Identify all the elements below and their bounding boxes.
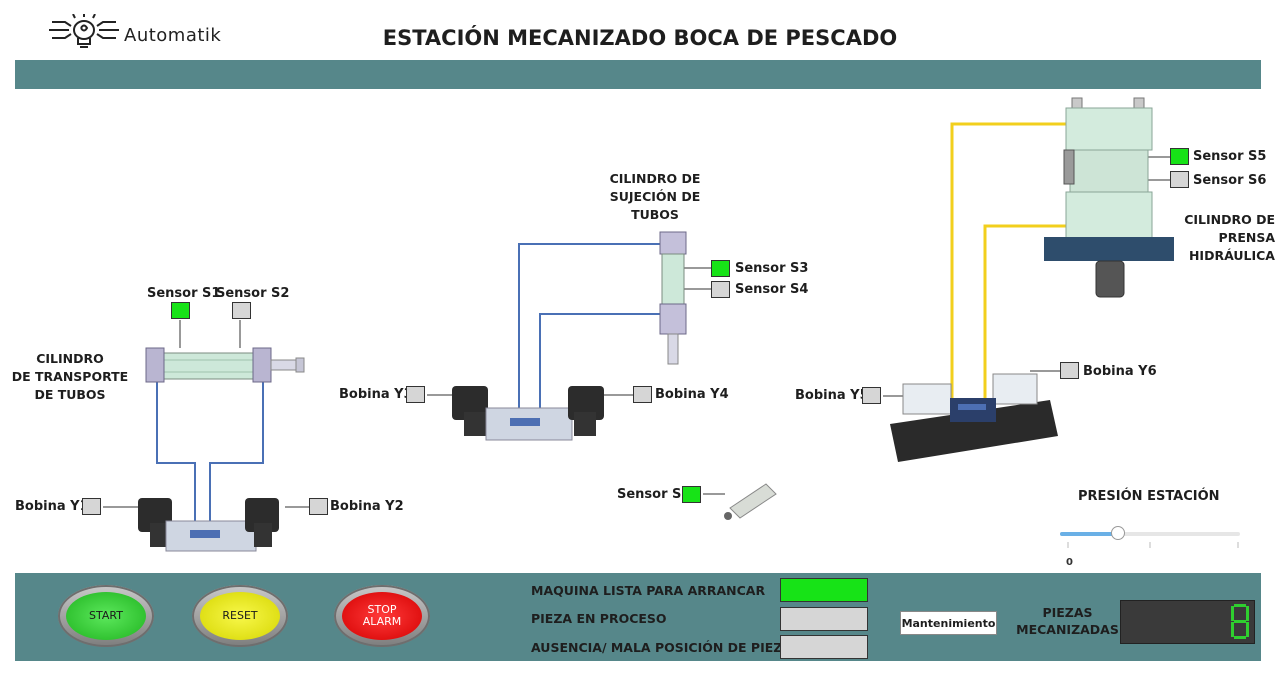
pressure-slider-fill	[1060, 532, 1118, 536]
coil-y2-indicator	[309, 498, 328, 515]
lightbulb-logo-icon	[49, 13, 119, 48]
pressure-slider[interactable]	[1060, 526, 1240, 540]
sensor-s7-label: Sensor S7	[617, 487, 691, 502]
status-ready-label: MAQUINA LISTA PARA ARRANCAR	[531, 583, 766, 598]
sensor-s3-indicator	[711, 260, 730, 277]
status-in-process-label: PIEZA EN PROCESO	[531, 611, 667, 626]
stop-alarm-label-1: STOP	[367, 603, 397, 616]
status-missing-indicator	[780, 635, 868, 659]
logo	[47, 13, 121, 50]
valve-y3-y4-graphic	[452, 386, 604, 441]
stop-alarm-button[interactable]: STOP ALARM	[334, 585, 430, 647]
clamp-cylinder-label: CILINDRO DE SUJECIÓN DE TUBOS	[609, 171, 701, 222]
seven-segment-digit	[1231, 604, 1249, 639]
parts-counter-display	[1120, 600, 1255, 644]
sensor-s4-indicator	[711, 281, 730, 298]
start-button-face: START	[66, 592, 146, 640]
coil-y5-label: Bobina Y5	[795, 388, 869, 403]
header-bar	[15, 60, 1261, 89]
coil-y2-label: Bobina Y2	[330, 499, 404, 514]
brand-name: Automatik	[124, 25, 222, 46]
pneumatic-lines-transport	[156, 380, 264, 523]
pressure-value: 0	[1066, 557, 1073, 568]
sensor-s6-label: Sensor S6	[1193, 173, 1267, 188]
start-button-label: START	[89, 609, 123, 622]
press-cylinder-label: CILINDRO DE PRENSA HIDRÁULICA	[1184, 212, 1275, 263]
coil-y1-label: Bobina Y1	[15, 499, 89, 514]
sensor-s5-label: Sensor S5	[1193, 149, 1267, 164]
status-missing-label: AUSENCIA/ MALA POSICIÓN DE PIEZA	[531, 640, 793, 655]
pressure-label: PRESIÓN ESTACIÓN	[1078, 489, 1220, 504]
coil-y4-indicator	[633, 386, 652, 403]
clamp-cylinder-graphic	[659, 231, 687, 365]
pressure-slider-thumb[interactable]	[1110, 526, 1125, 540]
valve-y1-y2-graphic	[138, 498, 279, 552]
status-ready-indicator	[780, 578, 868, 602]
sensor-s2-label: Sensor S2	[216, 286, 290, 301]
sensor-s7-indicator	[682, 486, 701, 503]
page-title: ESTACIÓN MECANIZADO BOCA DE PESCADO	[382, 26, 898, 50]
reset-button-face: RESET	[200, 592, 280, 640]
coil-y1-indicator	[82, 498, 101, 515]
hydraulic-lines-press	[950, 122, 1066, 405]
start-button[interactable]: START	[58, 585, 154, 647]
coil-y6-indicator	[1060, 362, 1079, 379]
reset-button[interactable]: RESET	[192, 585, 288, 647]
sensor-s3-label: Sensor S3	[735, 261, 809, 276]
reset-button-label: RESET	[222, 609, 258, 622]
pressure-slider-ticks	[1067, 542, 1239, 548]
sensor-s5-indicator	[1170, 148, 1189, 165]
sensor-s6-indicator	[1170, 171, 1189, 188]
maintenance-button[interactable]: Mantenimiento	[900, 611, 997, 635]
sensor-s4-label: Sensor S4	[735, 282, 809, 297]
pneumatic-lines-clamp	[518, 243, 660, 410]
stop-alarm-button-face: STOP ALARM	[342, 592, 422, 640]
stop-alarm-label-2: ALARM	[362, 615, 402, 628]
sensor-s1-label: Sensor S1	[147, 286, 221, 301]
valve-y5-y6-graphic	[890, 373, 1058, 462]
transport-cylinder-graphic	[145, 347, 305, 383]
coil-y5-indicator	[862, 387, 881, 404]
sensor-s1-indicator	[171, 302, 190, 319]
parts-counter-label: PIEZAS MECANIZADAS	[1016, 605, 1119, 637]
coil-y3-label: Bobina Y3	[339, 387, 413, 402]
coil-y4-label: Bobina Y4	[655, 387, 729, 402]
proximity-sensor-graphic	[724, 483, 777, 520]
coil-y3-indicator	[406, 386, 425, 403]
sensor-s2-indicator	[232, 302, 251, 319]
status-in-process-indicator	[780, 607, 868, 631]
coil-y6-label: Bobina Y6	[1083, 364, 1157, 379]
press-cylinder-graphic	[1044, 97, 1174, 298]
transport-cylinder-label: CILINDRO DE TRANSPORTE DE TUBOS	[11, 351, 129, 402]
